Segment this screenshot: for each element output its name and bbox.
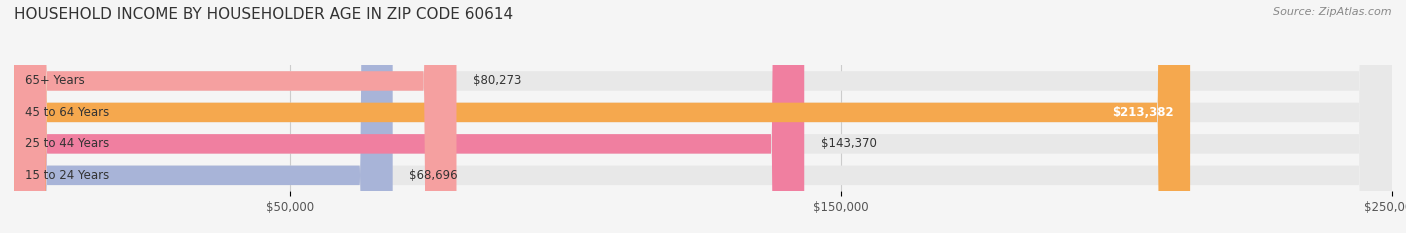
- Text: 65+ Years: 65+ Years: [25, 75, 84, 87]
- FancyBboxPatch shape: [14, 0, 1189, 233]
- FancyBboxPatch shape: [14, 0, 1392, 233]
- FancyBboxPatch shape: [14, 0, 804, 233]
- Text: 15 to 24 Years: 15 to 24 Years: [25, 169, 110, 182]
- Text: $143,370: $143,370: [821, 137, 877, 150]
- Text: HOUSEHOLD INCOME BY HOUSEHOLDER AGE IN ZIP CODE 60614: HOUSEHOLD INCOME BY HOUSEHOLDER AGE IN Z…: [14, 7, 513, 22]
- Text: $213,382: $213,382: [1112, 106, 1174, 119]
- FancyBboxPatch shape: [14, 0, 392, 233]
- FancyBboxPatch shape: [14, 0, 1392, 233]
- Text: $80,273: $80,273: [472, 75, 522, 87]
- FancyBboxPatch shape: [14, 0, 1392, 233]
- Text: 45 to 64 Years: 45 to 64 Years: [25, 106, 110, 119]
- Text: 25 to 44 Years: 25 to 44 Years: [25, 137, 110, 150]
- Text: $68,696: $68,696: [409, 169, 458, 182]
- FancyBboxPatch shape: [14, 0, 457, 233]
- Text: Source: ZipAtlas.com: Source: ZipAtlas.com: [1274, 7, 1392, 17]
- FancyBboxPatch shape: [14, 0, 1392, 233]
